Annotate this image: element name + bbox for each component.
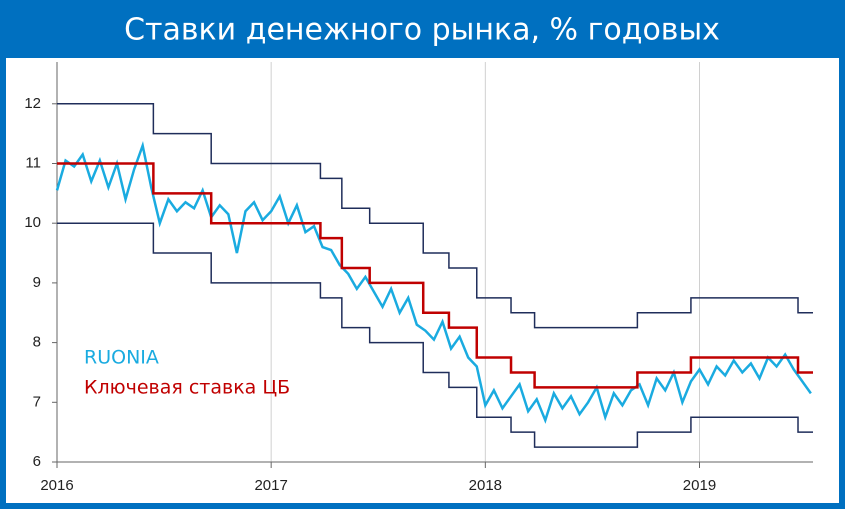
y-tick-label: 7 — [33, 393, 41, 410]
series-line — [55, 140, 812, 424]
series-line — [57, 222, 813, 448]
legend-label: RUONIA — [84, 347, 159, 369]
series-line — [57, 103, 813, 329]
x-tick-label: 2016 — [40, 477, 73, 494]
y-tick-label: 11 — [25, 154, 41, 171]
y-tick-label: 10 — [24, 214, 41, 231]
y-tick-label: 8 — [33, 334, 41, 351]
y-tick-label: 6 — [33, 453, 41, 470]
x-tick-label: 2017 — [254, 477, 287, 494]
y-tick-label: 9 — [33, 274, 41, 291]
plot-background — [6, 58, 839, 503]
x-tick-label: 2018 — [469, 477, 502, 494]
chart-title: Ставки денежного рынка, % годовых — [124, 13, 720, 48]
series-line — [57, 162, 813, 389]
x-tick-label: 2019 — [683, 477, 716, 494]
legend-label: Ключевая ставка ЦБ — [84, 377, 290, 399]
y-tick-label: 12 — [24, 95, 41, 112]
